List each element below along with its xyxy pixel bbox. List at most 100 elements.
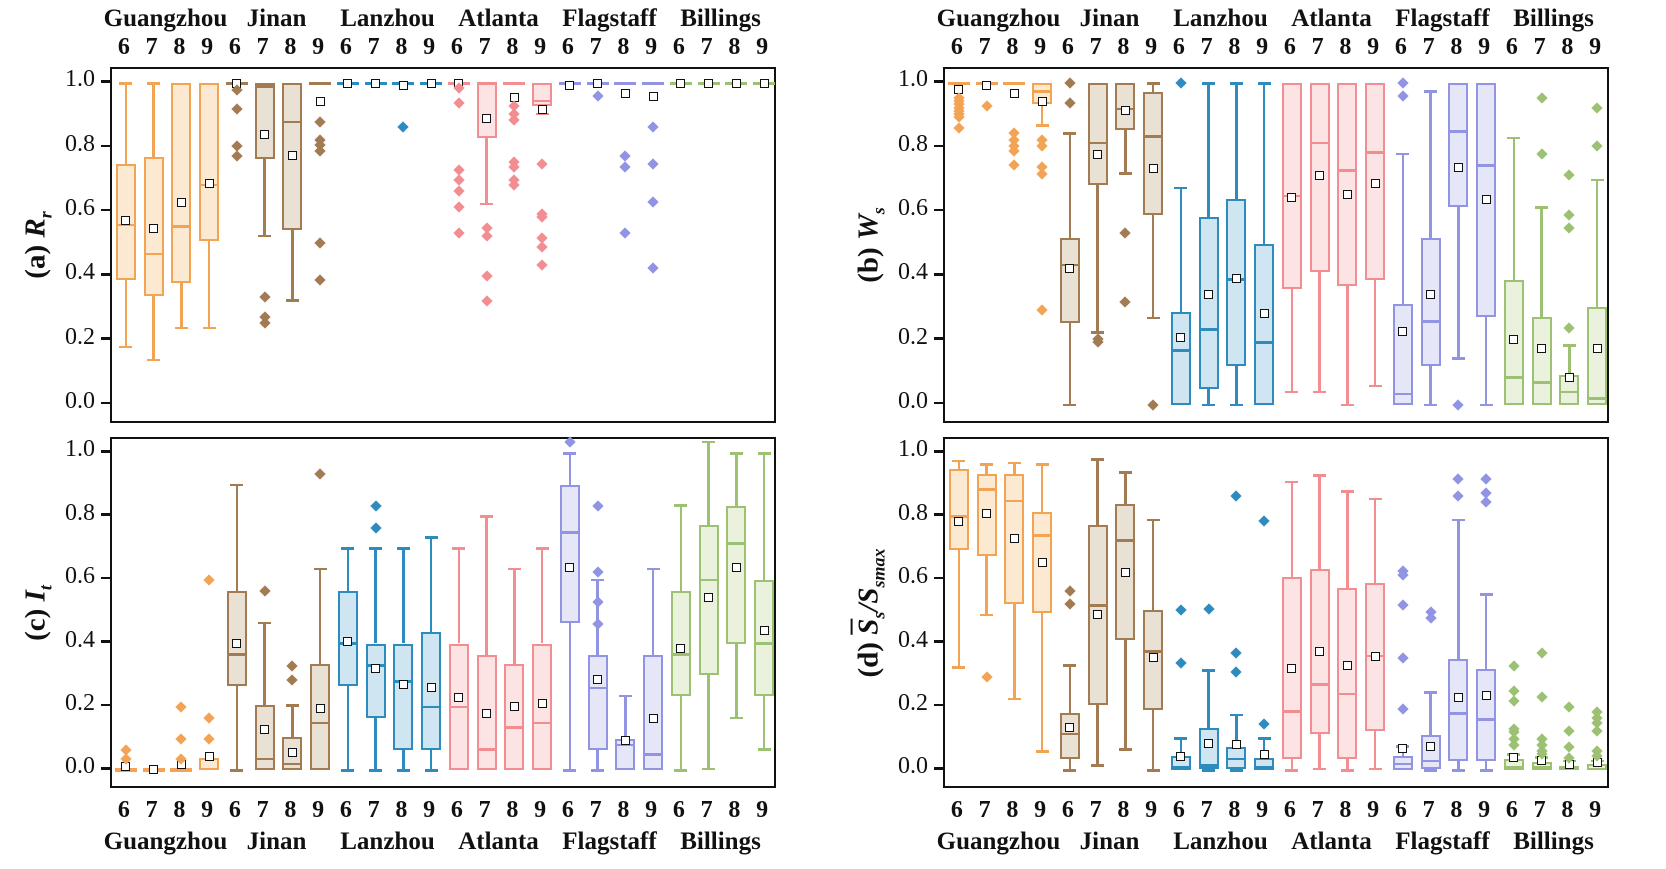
ylabel-token: t bbox=[35, 584, 56, 590]
ytick-mark bbox=[934, 80, 943, 83]
month-label: 8 bbox=[1561, 34, 1574, 60]
whisker-cap bbox=[1202, 82, 1216, 85]
mean-marker bbox=[1564, 373, 1574, 383]
whisker-cap bbox=[1313, 474, 1327, 477]
box bbox=[754, 580, 775, 696]
city-label-lanzhou: Lanzhou bbox=[340, 5, 435, 32]
month-label: 9 bbox=[201, 797, 214, 823]
whisker-cap bbox=[1340, 403, 1354, 407]
box bbox=[1059, 237, 1080, 324]
outlier-marker bbox=[314, 468, 326, 480]
whisker-cap bbox=[1035, 463, 1049, 466]
month-label: 6 bbox=[450, 797, 463, 823]
outlier-marker bbox=[258, 291, 271, 303]
whisker-cap bbox=[258, 621, 272, 625]
box-collapsed bbox=[170, 768, 193, 773]
mean-marker bbox=[1065, 723, 1075, 733]
outlier-marker bbox=[647, 262, 659, 275]
whisker bbox=[1568, 345, 1571, 375]
whisker-cap bbox=[1479, 403, 1493, 407]
whisker bbox=[1124, 640, 1127, 750]
median-line bbox=[1337, 692, 1358, 696]
outlier-marker bbox=[286, 660, 299, 672]
ytick-mark bbox=[934, 337, 943, 340]
median-line bbox=[504, 726, 525, 729]
whisker-cap bbox=[1146, 769, 1160, 772]
month-label: 6 bbox=[117, 34, 130, 60]
month-label: 8 bbox=[1006, 797, 1019, 823]
whisker bbox=[1179, 187, 1183, 312]
month-label: 7 bbox=[700, 34, 713, 60]
outlier-marker bbox=[980, 100, 993, 112]
median-line bbox=[1087, 141, 1108, 145]
whisker bbox=[1346, 286, 1349, 406]
whisker-cap bbox=[1007, 697, 1021, 701]
median-line bbox=[948, 515, 969, 518]
outlier-marker bbox=[286, 674, 299, 686]
whisker-cap bbox=[591, 769, 605, 772]
month-label: 6 bbox=[950, 797, 963, 823]
outlier-marker bbox=[1535, 148, 1548, 160]
box bbox=[1198, 727, 1219, 769]
whisker bbox=[596, 749, 599, 771]
ylabel-token: W bbox=[852, 214, 885, 241]
month-label: 7 bbox=[589, 34, 602, 60]
whisker bbox=[346, 686, 350, 771]
outlier-marker bbox=[1452, 472, 1465, 485]
outlier-marker bbox=[203, 712, 215, 724]
whisker bbox=[1429, 91, 1432, 238]
whisker bbox=[1262, 738, 1266, 758]
outlier-marker bbox=[480, 294, 493, 307]
mean-marker bbox=[1176, 751, 1186, 761]
mean-marker bbox=[537, 699, 547, 709]
city-label-guangzhou: Guangzhou bbox=[936, 5, 1061, 32]
ylabel-token: smax bbox=[868, 548, 889, 587]
box bbox=[1476, 668, 1497, 761]
month-label: 6 bbox=[672, 797, 685, 823]
whisker bbox=[291, 229, 294, 301]
whisker bbox=[957, 461, 961, 470]
mean-marker bbox=[620, 735, 630, 745]
whisker-cap bbox=[1535, 206, 1549, 209]
whisker-cap bbox=[230, 483, 244, 487]
panel-c-plot-area bbox=[110, 436, 776, 788]
median-line bbox=[115, 223, 136, 227]
outlier-marker bbox=[647, 196, 659, 209]
whisker bbox=[596, 580, 599, 655]
whisker bbox=[1068, 759, 1072, 771]
mean-marker bbox=[565, 80, 575, 90]
ylabel-token: (c) bbox=[19, 600, 52, 641]
month-label: 9 bbox=[756, 34, 769, 60]
month-label: 6 bbox=[1283, 797, 1296, 823]
ytick-mark bbox=[101, 703, 110, 707]
whisker bbox=[1040, 104, 1044, 126]
median-line bbox=[226, 653, 247, 656]
outlier-marker bbox=[619, 161, 632, 173]
whisker-cap bbox=[1174, 737, 1188, 740]
city-label-jinan: Jinan bbox=[1079, 828, 1140, 855]
whisker-cap bbox=[980, 463, 994, 466]
whisker bbox=[1512, 138, 1516, 280]
whisker bbox=[1151, 710, 1155, 771]
ytick-label: 1.0 bbox=[65, 66, 95, 93]
outlier-marker bbox=[1119, 296, 1132, 308]
box bbox=[1170, 311, 1191, 406]
whisker-cap bbox=[480, 515, 494, 518]
mean-marker bbox=[1537, 344, 1547, 354]
whisker bbox=[1068, 133, 1072, 238]
median-line bbox=[282, 120, 303, 124]
month-label: 6 bbox=[950, 34, 963, 60]
outlier-marker bbox=[1397, 702, 1409, 715]
outlier-marker bbox=[536, 158, 548, 170]
city-label-jinan: Jinan bbox=[246, 5, 307, 32]
whisker bbox=[263, 159, 266, 237]
whisker-cap bbox=[952, 666, 966, 669]
whisker-cap bbox=[1063, 664, 1077, 667]
box-collapsed bbox=[642, 81, 665, 86]
whisker bbox=[1457, 207, 1460, 359]
whisker-cap bbox=[341, 547, 355, 550]
month-label: 8 bbox=[1339, 797, 1352, 823]
whisker bbox=[235, 686, 239, 771]
ytick-label: 0.8 bbox=[898, 130, 928, 157]
mean-marker bbox=[565, 562, 575, 572]
